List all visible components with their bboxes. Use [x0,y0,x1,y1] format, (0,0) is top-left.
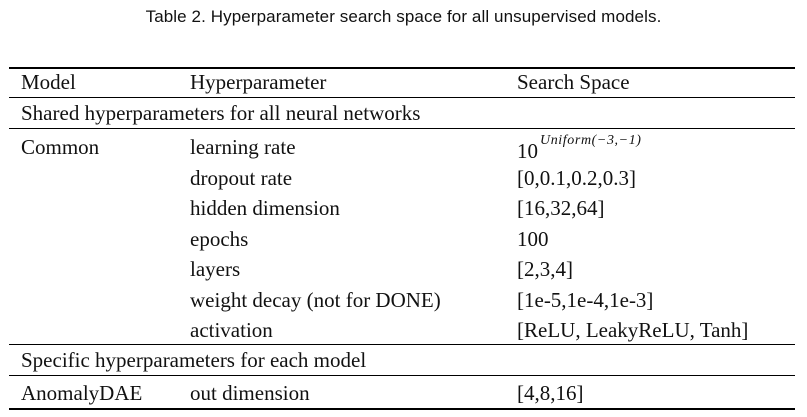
search-space-cell: [1e-5,1e-4,1e-3] [517,288,654,312]
search-space-cell: [4,8,16] [517,381,584,405]
column-header-hyperparameter: Hyperparameter [190,70,327,94]
section-rule [9,128,795,129]
section-title-specific: Specific hyperparameters for each model [21,348,367,372]
search-space-cell: [0,0.1,0.2,0.3] [517,166,636,190]
param-cell: epochs [190,227,249,251]
exponent-base: 10 [517,139,538,163]
column-header-model: Model [21,70,76,94]
section-rule [9,375,795,376]
search-space-cell: 100 [517,227,549,251]
bottom-rule [9,408,795,410]
table-caption: Table 2. Hyperparameter search space for… [145,7,662,26]
search-space-cell: [16,32,64] [517,196,605,220]
param-cell: activation [190,318,273,342]
column-header-search-space: Search Space [517,70,630,94]
param-cell: layers [190,257,241,281]
param-cell: weight decay (not for DONE) [190,288,441,312]
param-cell: hidden dimension [190,196,340,220]
model-cell: Common [21,135,100,159]
exponent-value: Uniform(−3,−1) [540,133,642,148]
model-cell: AnomalyDAE [21,381,143,405]
search-space-cell: [ReLU, LeakyReLU, Tanh] [517,318,749,342]
top-rule [9,67,795,69]
section-rule [9,344,795,345]
search-space-cell: 10 Uniform(−3,−1) [517,133,642,163]
param-cell: learning rate [190,135,296,159]
param-cell: out dimension [190,381,310,405]
search-space-cell: [2,3,4] [517,257,573,281]
param-cell: dropout rate [190,166,293,190]
section-title-shared: Shared hyperparameters for all neural ne… [21,101,421,125]
header-rule [9,97,795,98]
